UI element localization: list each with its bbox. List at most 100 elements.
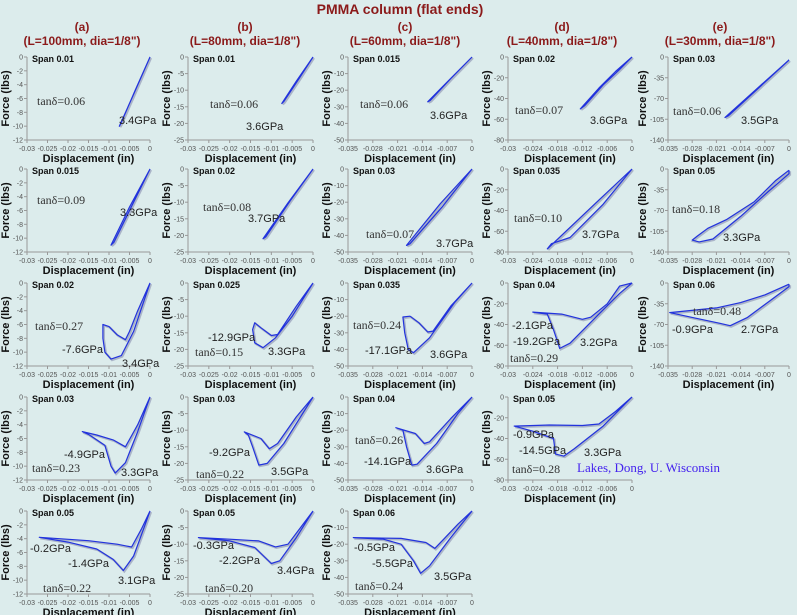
y-tick-label: -40: [334, 347, 344, 354]
y-axis-label: Force (lbs): [321, 70, 333, 127]
x-tick-label: -0.025: [199, 372, 219, 379]
x-axis-label: Displacement (in): [364, 265, 456, 277]
y-tick-label: -35: [654, 75, 664, 82]
y-tick-label: -4: [17, 194, 23, 201]
span-label: Span 0.02: [513, 54, 555, 64]
y-tick-label: -20: [494, 301, 504, 308]
y-tick-label: -70: [654, 208, 664, 215]
x-tick-label: -0.015: [241, 146, 261, 153]
x-tick-label: -0.025: [38, 486, 58, 493]
modulus-label: -12.9GPa: [208, 332, 256, 344]
y-tick-label: -20: [174, 121, 184, 128]
x-axis-label: Displacement (in): [524, 265, 616, 277]
x-axis-label: Displacement (in): [43, 493, 135, 505]
x-tick-label: -0.006: [597, 146, 617, 153]
y-tick-label: -50: [334, 364, 344, 371]
y-tick-label: -20: [334, 200, 344, 207]
x-axis-label: Displacement (in): [364, 379, 456, 391]
modulus-label: 3.7GPa: [582, 229, 620, 241]
x-tick-label: -0.015: [79, 600, 99, 607]
hysteresis-loop: [546, 168, 633, 250]
tan-delta-label: tanδ=0.28: [512, 462, 560, 476]
modulus-label: 3.3GPa: [120, 207, 158, 219]
y-tick-label: -40: [334, 575, 344, 582]
x-tick-label: -0.021: [388, 372, 408, 379]
y-axis-label: Force (lbs): [0, 410, 12, 467]
modulus-label: 3.6GPa: [430, 110, 468, 122]
x-tick-label: -0.021: [388, 146, 408, 153]
span-label: Span 0.02: [32, 280, 74, 290]
modulus-label: -1.4GPa: [68, 558, 110, 570]
panel-a-2: 0-2-4-6-8-10-12-0.03 -0.025 -0.02 -0.015 -0.…: [0, 166, 158, 277]
x-tick-label: -0.02: [222, 600, 238, 607]
x-tick-label: -0.005: [282, 486, 302, 493]
x-tick-label: -0.014: [412, 146, 432, 153]
span-label: Span 0.04: [353, 394, 395, 404]
hysteresis-loop-shadow: [40, 511, 153, 574]
y-tick-label: 0: [180, 167, 184, 174]
modulus-label: 3.4GPa: [122, 358, 160, 370]
x-tick-label: -0.005: [120, 372, 140, 379]
x-tick-label: -0.028: [363, 146, 383, 153]
y-tick-label: -5: [178, 71, 184, 78]
x-tick-label: -0.014: [731, 372, 751, 379]
tan-delta-label: tanδ=0.23: [32, 461, 80, 475]
y-axis-label: Force (lbs): [637, 296, 649, 353]
modulus-label: -17.1GPa: [365, 345, 413, 357]
y-axis-label: Force (lbs): [161, 524, 173, 581]
x-tick-label: -0.035: [338, 486, 358, 493]
x-tick-label: -0.03: [180, 486, 196, 493]
hysteresis-loop-shadow: [281, 57, 315, 106]
y-tick-label: -30: [334, 216, 344, 223]
y-tick-label: -10: [174, 200, 184, 207]
modulus-label: -0.2GPa: [30, 543, 72, 555]
x-tick-label: -0.006: [597, 372, 617, 379]
y-tick-label: 0: [180, 55, 184, 62]
span-label: Span 0.035: [513, 166, 560, 176]
y-axis-label: Force (lbs): [321, 296, 333, 353]
x-tick-label: -0.03: [19, 372, 35, 379]
x-tick-label: -0.028: [363, 258, 383, 265]
y-tick-label: -12: [13, 592, 23, 599]
y-tick-label: -5: [178, 183, 184, 190]
x-tick-label: 0: [470, 486, 474, 493]
x-tick-label: -0.005: [282, 258, 302, 265]
y-axis-label: Force (lbs): [161, 182, 173, 239]
y-tick-label: 0: [19, 509, 23, 516]
x-tick-label: -0.014: [412, 372, 432, 379]
y-tick-label: -30: [334, 104, 344, 111]
y-tick-label: -40: [494, 208, 504, 215]
modulus-label: -9.2GPa: [209, 447, 251, 459]
y-tick-label: -80: [494, 138, 504, 145]
x-tick-label: -0.005: [120, 600, 140, 607]
hysteresis-loop: [252, 282, 314, 349]
y-tick-label: -15: [174, 216, 184, 223]
span-label: Span 0.01: [32, 54, 74, 64]
x-tick-label: 0: [148, 600, 152, 607]
modulus-label: -0.9GPa: [672, 324, 714, 336]
y-tick-label: -6: [17, 436, 23, 443]
y-tick-label: -20: [494, 415, 504, 422]
y-axis-label: Force (lbs): [0, 524, 12, 581]
x-tick-label: -0.035: [338, 146, 358, 153]
x-tick-label: -0.007: [437, 372, 457, 379]
x-tick-label: -0.014: [412, 486, 432, 493]
y-tick-label: -10: [334, 297, 344, 304]
y-tick-label: 0: [340, 281, 344, 288]
panel-c-1: 0 -10 -20 -30 -40 -50-0.035 -0.028 -0.021 -0.014…: [321, 54, 474, 165]
hysteresis-loop: [532, 282, 633, 349]
y-tick-label: -4: [17, 308, 23, 315]
y-tick-label: -5: [178, 525, 184, 532]
y-axis-label: Force (lbs): [321, 182, 333, 239]
x-axis-label: Displacement (in): [205, 153, 297, 165]
y-tick-label: 0: [500, 281, 504, 288]
x-tick-label: -0.015: [241, 600, 261, 607]
x-tick-label: -0.005: [120, 258, 140, 265]
x-tick-label: -0.03: [500, 146, 516, 153]
x-tick-label: -0.03: [180, 600, 196, 607]
x-tick-label: -0.01: [101, 258, 117, 265]
x-tick-label: -0.021: [388, 486, 408, 493]
hysteresis-loop: [405, 168, 473, 246]
y-tick-label: -2: [17, 522, 23, 529]
